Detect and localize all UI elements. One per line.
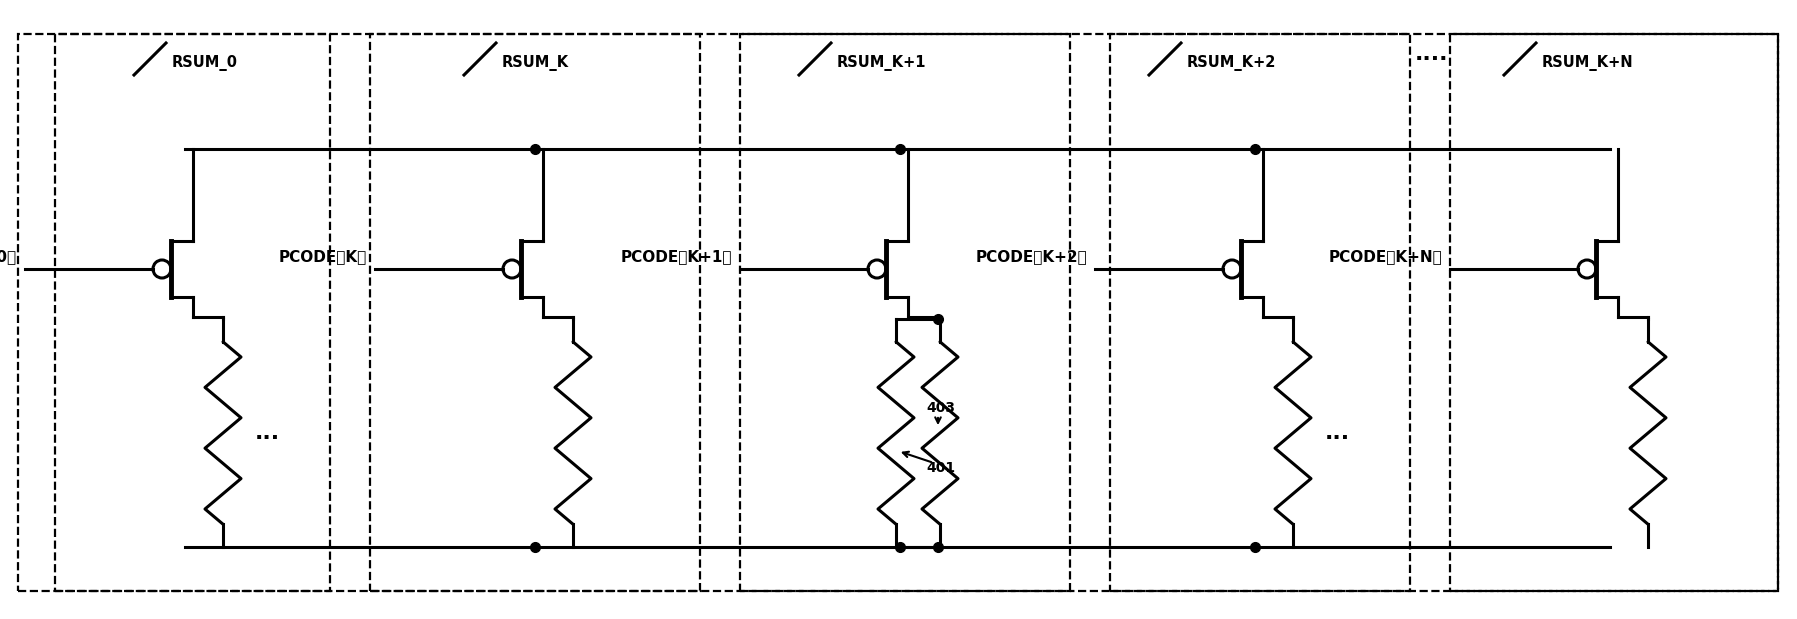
Text: ...: ... [255,423,280,443]
Text: PCODE〈0〉: PCODE〈0〉 [0,249,16,264]
Text: ...: ... [1324,423,1350,443]
Text: RSUM_K+2: RSUM_K+2 [1188,55,1276,71]
Text: 401: 401 [925,461,956,475]
Text: RSUM_K+1: RSUM_K+1 [837,55,927,71]
Text: PCODE〈K+1〉: PCODE〈K+1〉 [620,249,731,264]
Text: RSUM_K+N: RSUM_K+N [1542,55,1633,71]
Text: ....: .... [1414,44,1448,64]
Text: PCODE〈K〉: PCODE〈K〉 [279,249,367,264]
Text: RSUM_K: RSUM_K [501,55,570,71]
Text: RSUM_0: RSUM_0 [173,55,237,71]
Text: 403: 403 [925,401,954,415]
Text: PCODE〈K+2〉: PCODE〈K+2〉 [976,249,1087,264]
Text: PCODE〈K+N〉: PCODE〈K+N〉 [1328,249,1441,264]
